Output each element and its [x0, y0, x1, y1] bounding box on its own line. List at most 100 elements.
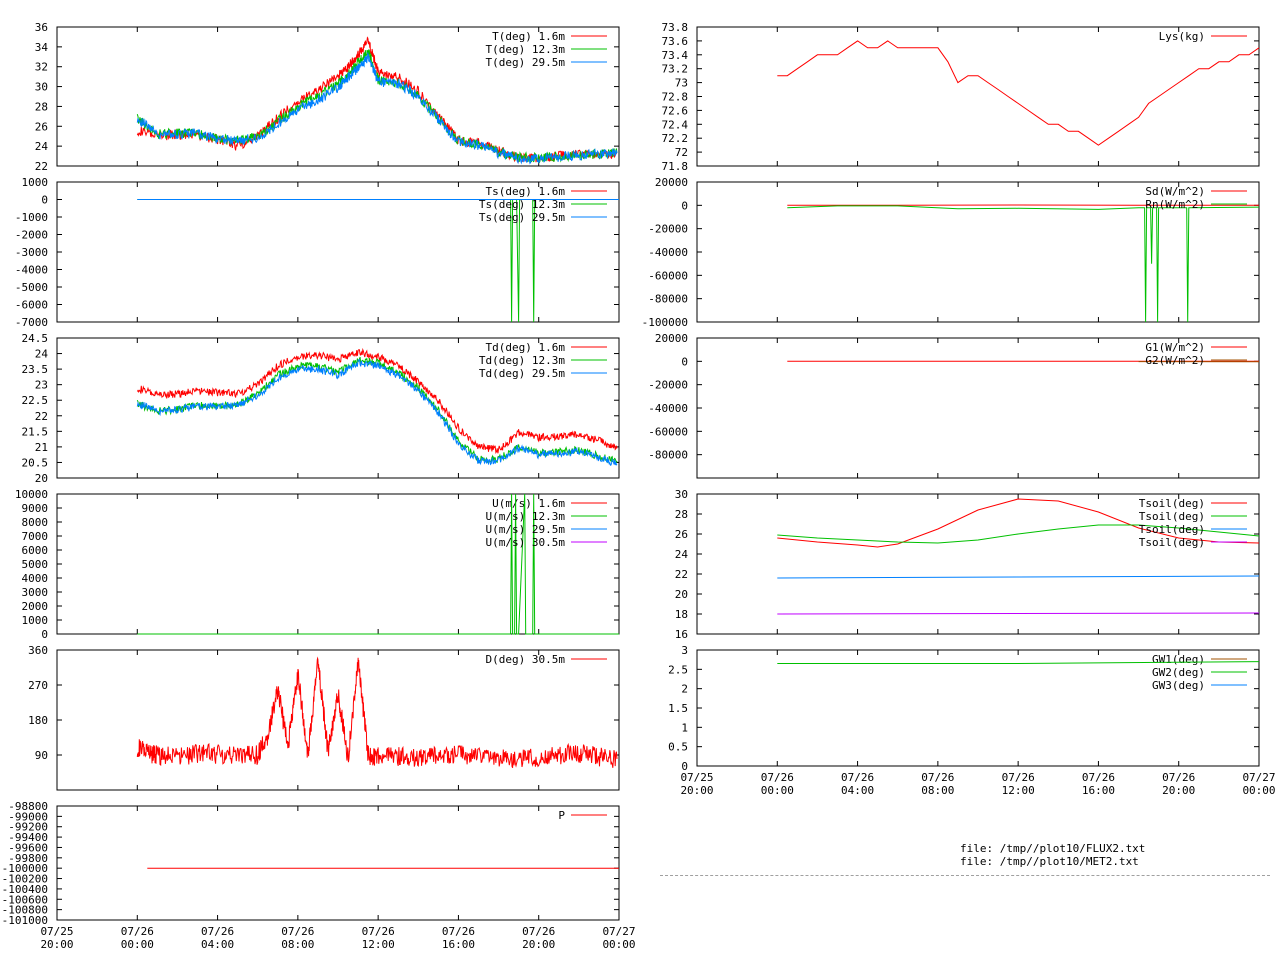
y-tick-label: -5000	[15, 281, 48, 294]
legend-label: GW2(deg)	[1152, 666, 1205, 679]
x-tick-time: 00:00	[761, 784, 794, 797]
y-tick-label: -20000	[648, 223, 688, 236]
y-tick-label: 72.2	[662, 132, 689, 145]
x-tick-time: 20:00	[522, 938, 555, 951]
x-tick-time: 00:00	[1242, 784, 1275, 797]
y-tick-label: 20000	[655, 332, 688, 345]
x-tick-date: 07/26	[201, 925, 234, 938]
y-tick-label: 180	[28, 714, 48, 727]
series-line-soil-temperature-2	[777, 576, 1259, 578]
legend-label: U(m/s) 1.6m	[492, 497, 565, 510]
y-tick-label: -80000	[648, 293, 688, 306]
y-tick-label: -1000	[15, 211, 48, 224]
x-tick-time: 12:00	[362, 938, 395, 951]
legend-label: Ts(deg) 29.5m	[479, 211, 565, 224]
y-tick-label: -4000	[15, 264, 48, 277]
y-tick-label: 21.5	[22, 425, 49, 438]
y-tick-label: 18	[675, 608, 688, 621]
legend-label: Tsoil(deg)	[1139, 536, 1205, 549]
y-tick-label: 360	[28, 644, 48, 657]
x-tick-date: 07/26	[442, 925, 475, 938]
y-tick-label: 10000	[15, 488, 48, 501]
y-tick-label: -6000	[15, 299, 48, 312]
y-tick-label: 2.5	[668, 663, 688, 676]
legend-label: GW1(deg)	[1152, 653, 1205, 666]
legend-label: Td(deg) 1.6m	[486, 341, 566, 354]
y-tick-label: 26	[35, 120, 48, 133]
y-tick-label: 0	[41, 628, 48, 641]
x-tick-date: 07/26	[281, 925, 314, 938]
file-label-flux: file: /tmp//plot10/FLUX2.txt	[960, 842, 1145, 855]
y-tick-label: -20000	[648, 379, 688, 392]
series-line-wind-direction-0	[137, 658, 617, 768]
y-tick-label: 1	[681, 721, 688, 734]
x-tick-time: 04:00	[841, 784, 874, 797]
y-tick-label: -60000	[648, 269, 688, 282]
y-tick-label: 8000	[22, 516, 49, 529]
y-tick-label: 72.6	[662, 104, 689, 117]
x-tick-date: 07/26	[362, 925, 395, 938]
x-tick-time: 00:00	[602, 938, 635, 951]
x-tick-date: 07/26	[1082, 771, 1115, 784]
y-tick-label: -40000	[648, 246, 688, 259]
x-tick-date: 07/26	[121, 925, 154, 938]
legend-label: P	[558, 809, 565, 822]
y-tick-label: 30	[675, 488, 688, 501]
x-tick-date: 07/27	[602, 925, 635, 938]
x-tick-date: 07/26	[761, 771, 794, 784]
y-tick-label: 22	[35, 410, 48, 423]
y-tick-label: 21	[35, 441, 48, 454]
y-tick-label: 22	[675, 568, 688, 581]
y-tick-label: 36	[35, 21, 48, 34]
legend-label: U(m/s) 30.5m	[486, 536, 566, 549]
y-tick-label: 90	[35, 749, 48, 762]
legend-label: GW3(deg)	[1152, 679, 1205, 692]
x-tick-time: 08:00	[921, 784, 954, 797]
y-tick-label: 0	[681, 355, 688, 368]
y-tick-label: 4000	[22, 572, 49, 585]
y-tick-label: -7000	[15, 316, 48, 329]
legend-label: Tsoil(deg)	[1139, 510, 1205, 523]
y-tick-label: -98800	[8, 800, 48, 813]
y-tick-label: 5000	[22, 558, 49, 571]
legend-label: Ts(deg) 1.6m	[486, 185, 566, 198]
legend-label: Rn(W/m^2)	[1145, 198, 1205, 211]
x-tick-time: 20:00	[680, 784, 713, 797]
x-tick-date: 07/26	[1002, 771, 1035, 784]
legend-label: Td(deg) 29.5m	[479, 367, 565, 380]
series-line-radiation-1	[787, 206, 1259, 322]
legend-label: Lys(kg)	[1159, 30, 1205, 43]
y-tick-label: 3000	[22, 586, 49, 599]
legend-label: Sd(W/m^2)	[1145, 185, 1205, 198]
x-tick-time: 12:00	[1002, 784, 1035, 797]
file-label-met: file: /tmp//plot10/MET2.txt	[960, 855, 1139, 868]
y-tick-label: 24	[675, 548, 689, 561]
x-tick-time: 20:00	[1162, 784, 1195, 797]
x-tick-date: 07/26	[921, 771, 954, 784]
plot-frame-lysimeter	[697, 27, 1259, 166]
x-tick-time: 04:00	[201, 938, 234, 951]
y-tick-label: 24	[35, 348, 49, 361]
x-tick-date: 07/26	[841, 771, 874, 784]
legend-label: Td(deg) 12.3m	[479, 354, 565, 367]
y-tick-label: 0	[681, 199, 688, 212]
y-tick-label: 0	[41, 194, 48, 207]
series-line-soil-temperature-3	[777, 613, 1259, 614]
y-tick-label: 26	[675, 528, 688, 541]
y-tick-label: 34	[35, 41, 49, 54]
x-tick-time: 00:00	[121, 938, 154, 951]
x-tick-time: 16:00	[442, 938, 475, 951]
y-tick-label: -2000	[15, 229, 48, 242]
y-tick-label: 6000	[22, 544, 49, 557]
y-tick-label: 20000	[655, 176, 688, 189]
y-tick-label: 30	[35, 81, 48, 94]
x-tick-time: 16:00	[1082, 784, 1115, 797]
y-tick-label: 72.8	[662, 91, 689, 104]
y-tick-label: -60000	[648, 425, 688, 438]
y-tick-label: -100000	[642, 316, 688, 329]
y-tick-label: 28	[675, 508, 688, 521]
x-tick-date: 07/26	[522, 925, 555, 938]
y-tick-label: 73.2	[662, 63, 689, 76]
